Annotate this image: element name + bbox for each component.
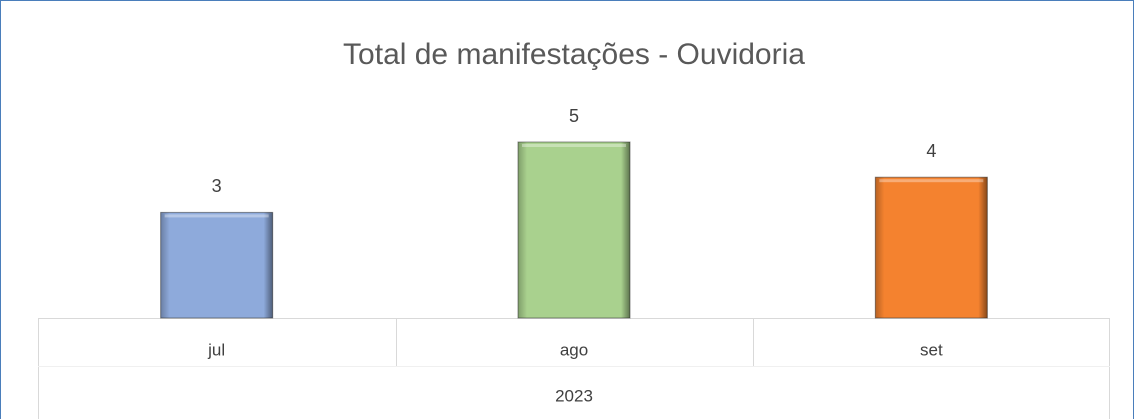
x-tick-label: jul: [207, 340, 225, 359]
chart-title: Total de manifestações - Ouvidoria: [343, 38, 805, 71]
bar-bevel: [160, 212, 273, 318]
bar-highlight: [522, 144, 626, 147]
group-label: 2023: [555, 386, 593, 405]
data-label: 5: [569, 106, 579, 126]
bar-highlight: [164, 214, 269, 218]
data-label: 3: [212, 176, 222, 196]
x-tick-label: set: [920, 340, 943, 359]
x-tick-label: ago: [560, 340, 588, 359]
bar-bevel: [875, 177, 988, 318]
bar-bevel: [518, 142, 630, 318]
bar-highlight: [879, 179, 984, 183]
data-label: 4: [926, 141, 936, 161]
